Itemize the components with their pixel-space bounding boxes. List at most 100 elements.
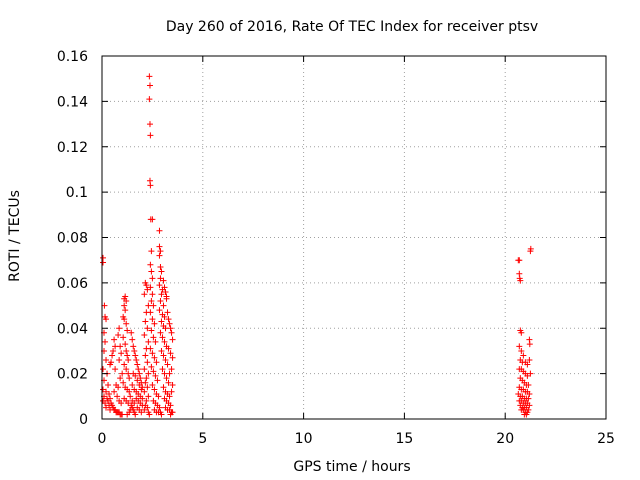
data-point [123,298,130,305]
data-point [119,411,126,418]
data-point [105,381,112,388]
data-point [150,302,157,309]
data-point [145,338,152,345]
data-point [147,309,154,316]
data-point [131,347,138,354]
data-point [162,288,169,295]
data-point [150,368,157,375]
data-point [151,354,158,361]
data-point [126,375,133,382]
data-point [144,384,151,391]
data-point [146,121,153,128]
data-point [525,395,532,402]
data-point [100,386,107,393]
data-point [165,345,172,352]
data-point [163,375,170,382]
data-point [103,316,110,323]
data-point [133,357,140,364]
data-point [149,216,156,223]
data-point [157,298,164,305]
data-point [120,379,127,386]
data-point [145,393,152,400]
data-point [145,302,152,309]
data-point [121,361,128,368]
data-point [164,309,171,316]
data-point [141,291,148,298]
data-point [102,338,109,345]
data-point [166,393,173,400]
x-tick-label: 15 [395,431,413,447]
data-point [121,302,128,309]
data-point [156,307,163,314]
data-point [122,307,129,314]
data-point [110,347,117,354]
data-point [115,384,122,391]
data-point [106,391,113,398]
data-point [147,132,154,139]
data-point [100,259,107,266]
data-point [152,372,159,379]
data-point [169,381,176,388]
x-tick-label: 25 [597,431,615,447]
data-point [516,343,523,350]
y-tick-label: 0.04 [57,321,88,337]
data-point [109,352,116,359]
data-point [161,284,168,291]
data-point [103,388,110,395]
data-point [156,282,163,289]
data-point [149,275,156,282]
data-point [158,268,165,275]
data-point [153,359,160,366]
data-point [126,388,133,395]
data-point [114,393,121,400]
data-point [146,96,153,103]
data-point [107,361,114,368]
data-point [147,261,154,268]
data-point [150,334,157,341]
data-point [166,320,173,327]
data-point [136,370,143,377]
data-point [156,252,163,259]
data-point [132,411,139,418]
data-point [137,375,144,382]
x-tick-label: 0 [98,431,107,447]
data-point [518,329,525,336]
y-tick-label: 0.12 [57,140,88,156]
axis-ticks [101,55,607,420]
axis-tick-labels: 0 5 10 15 20 25 0 0.02 0.04 0.06 0.08 0.1 0.12 0.14 0.… [57,49,615,447]
data-point [124,411,131,418]
data-points [100,73,534,418]
data-point [156,243,163,250]
data-point [120,334,127,341]
data-point [117,375,124,382]
data-point [129,336,136,343]
data-point [123,366,130,373]
data-point [139,395,146,402]
data-point [162,357,169,364]
data-point [111,336,118,343]
data-point [167,325,174,332]
data-point [154,377,161,384]
grid-lines [102,56,606,419]
data-point [160,277,167,284]
data-point [149,350,156,357]
data-point [169,354,176,361]
data-point [148,363,155,370]
data-point [164,361,171,368]
data-point [122,341,129,348]
data-point [527,370,534,377]
data-point [125,357,132,364]
data-point [517,277,524,284]
data-point [132,372,139,379]
data-point [165,379,172,386]
data-point [168,329,175,336]
data-point [141,366,148,373]
data-point [156,227,163,234]
data-point [158,411,165,418]
data-point [161,338,168,345]
data-point [125,400,132,407]
data-point [145,370,152,377]
data-point [136,381,143,388]
data-point [103,357,110,364]
